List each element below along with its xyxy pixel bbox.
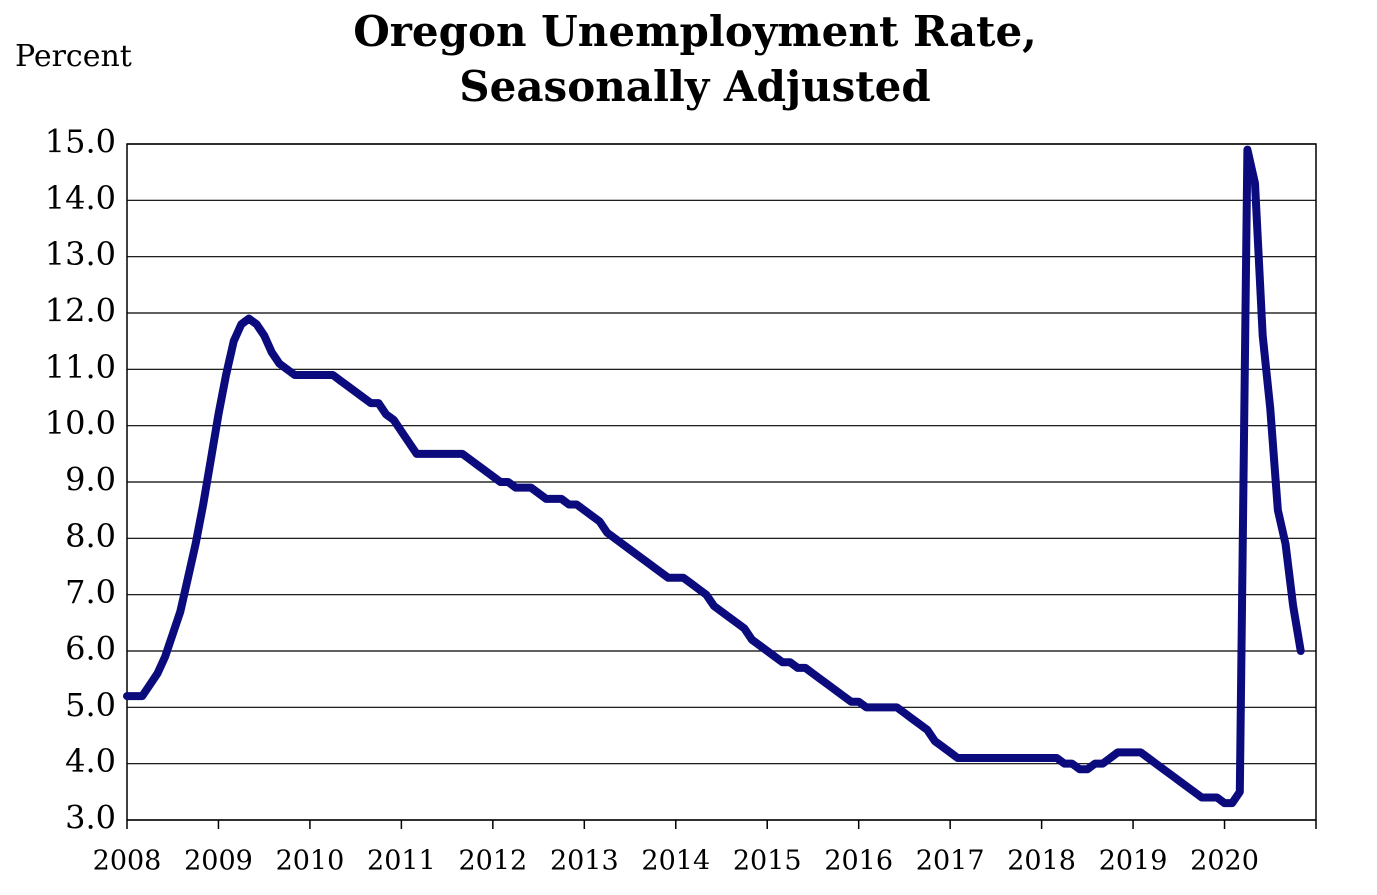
x-tick-label: 2016 bbox=[824, 846, 893, 877]
y-tick-label: 14.0 bbox=[45, 179, 116, 217]
y-tick-label: 7.0 bbox=[65, 573, 116, 611]
x-tick-label: 2020 bbox=[1190, 846, 1259, 877]
x-tick-label: 2012 bbox=[458, 846, 527, 877]
chart-title: Oregon Unemployment Rate, bbox=[353, 7, 1037, 56]
chart-title: Seasonally Adjusted bbox=[459, 62, 930, 111]
x-tick-label: 2008 bbox=[93, 846, 162, 877]
x-tick-label: 2017 bbox=[916, 846, 985, 877]
y-tick-label: 4.0 bbox=[65, 742, 116, 780]
y-tick-label: 10.0 bbox=[45, 404, 116, 442]
y-tick-label: 3.0 bbox=[65, 799, 116, 837]
x-tick-label: 2014 bbox=[641, 846, 710, 877]
x-tick-label: 2011 bbox=[367, 846, 436, 877]
x-tick-label: 2010 bbox=[276, 846, 345, 877]
y-tick-label: 9.0 bbox=[65, 461, 116, 499]
y-tick-label: 12.0 bbox=[45, 292, 116, 330]
y-tick-label: 11.0 bbox=[45, 348, 116, 386]
y-tick-label: 13.0 bbox=[45, 235, 116, 273]
y-tick-label: 5.0 bbox=[65, 686, 116, 724]
plot-frame bbox=[126, 143, 1317, 821]
y-tick-label: 6.0 bbox=[65, 630, 116, 668]
y-tick-label: 8.0 bbox=[65, 517, 116, 555]
line-series bbox=[123, 145, 1305, 808]
x-tick-label: 2009 bbox=[184, 846, 253, 877]
x-tick-label: 2019 bbox=[1099, 846, 1168, 877]
x-tick-label: 2018 bbox=[1007, 846, 1076, 877]
x-tick-label: 2013 bbox=[550, 846, 619, 877]
y-tick-label: 15.0 bbox=[45, 123, 116, 161]
y-axis-label: Percent bbox=[15, 39, 132, 74]
x-tick-label: 2015 bbox=[733, 846, 802, 877]
